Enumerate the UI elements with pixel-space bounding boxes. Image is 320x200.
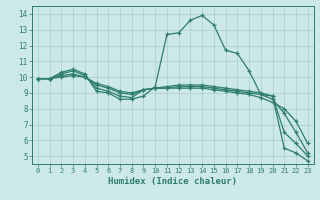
X-axis label: Humidex (Indice chaleur): Humidex (Indice chaleur) xyxy=(108,177,237,186)
